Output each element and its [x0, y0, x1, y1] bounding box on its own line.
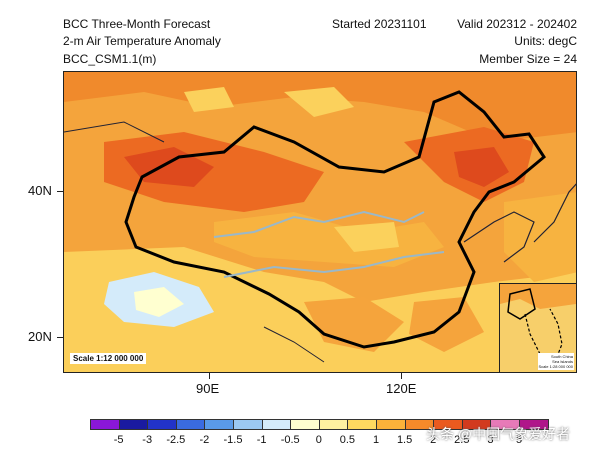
colorbar-segment [376, 419, 406, 430]
colorbar-segment [318, 419, 349, 430]
colorbar-segment [147, 419, 177, 430]
inset-label: South China Sea Islands Scale 1:28 000 0… [537, 353, 574, 370]
start-date: Started 20231101 [332, 17, 427, 31]
anomaly-field-south-warm [304, 297, 404, 352]
colorbar-segment [519, 419, 549, 430]
colorbar-tick-label: -2 [199, 434, 210, 446]
map-scale-label: Scale 1:12 000 000 [70, 353, 147, 364]
colorbar-segment [204, 419, 234, 430]
colorbar-tick-label: 0 [315, 434, 322, 446]
south-china-sea-inset: South China Sea Islands Scale 1:28 000 0… [499, 283, 577, 373]
colorbar-tick-label: 3 [487, 434, 494, 446]
anomaly-field-central-mild [334, 222, 399, 252]
ytick-40n: 40N [28, 183, 52, 198]
colorbar-segment [90, 419, 120, 430]
colorbar-segment [118, 419, 149, 430]
korea-coast [463, 211, 535, 263]
inset-svg [500, 284, 576, 363]
ytick-mark-40n [57, 191, 63, 192]
inset-coast [507, 288, 536, 320]
yellow-river [213, 210, 425, 238]
map-svg [64, 72, 576, 372]
colorbar-segment [233, 419, 263, 430]
colorbar-tick-label: -2.5 [166, 434, 186, 446]
inset-field-north [500, 284, 576, 309]
variable-title: 2-m Air Temperature Anomaly [63, 34, 221, 48]
colorbar-tick-label: -1 [256, 434, 267, 446]
colorbar-segment [261, 419, 292, 430]
colorbar-tick-label: 0.5 [339, 434, 356, 446]
inset-label-line1: South China [550, 354, 573, 359]
country-line-2 [263, 326, 325, 363]
ytick-20n: 20N [28, 329, 52, 344]
member-size: Member Size = 24 [479, 52, 577, 66]
ytick-mark-20n [57, 337, 63, 338]
anomaly-map [63, 71, 577, 373]
anomaly-field-neutral [134, 287, 184, 317]
yangtze-river [223, 251, 445, 278]
xtick-mark-120e [401, 373, 402, 379]
colorbar-tick-label: 5 [515, 434, 523, 446]
inset-nine-dash-line [524, 308, 563, 363]
xtick-90e: 90E [196, 381, 220, 396]
watermark: 头条 @中国气象爱好者 [426, 426, 571, 442]
valid-period: Valid 202312 - 202402 [457, 17, 577, 31]
colorbar-segment [347, 419, 377, 430]
xtick-120e: 120E [386, 381, 417, 396]
colorbar-tick-label: -1.5 [223, 434, 243, 446]
anomaly-field-mild-north2 [184, 87, 234, 112]
forecast-title: BCC Three-Month Forecast [63, 17, 211, 31]
colorbar-tick-label: 1 [372, 434, 380, 446]
model-name: BCC_CSM1.1(m) [63, 52, 157, 66]
colorbar-tick-label: -0.5 [280, 434, 300, 446]
colorbar-tick-label: -3 [142, 434, 153, 446]
inset-label-line3: Scale 1:28 000 000 [538, 364, 573, 369]
anomaly-field-northeast-hot [454, 147, 509, 187]
anomaly-field-north [64, 72, 576, 142]
colorbar-tick-label: 2 [430, 434, 437, 446]
colorbar-segment [175, 419, 206, 430]
anomaly-field-southeast-warm [409, 297, 484, 352]
xtick-mark-90e [209, 373, 210, 379]
inset-label-line2: Sea Islands [552, 359, 573, 364]
country-line-1 [64, 121, 165, 143]
colorbar-tick-label: 1.5 [396, 434, 413, 446]
anomaly-field-mild-north [284, 87, 354, 117]
colorbar-segment [290, 419, 320, 430]
colorbar-tick-label: -5 [113, 434, 124, 446]
japan-coast [533, 183, 576, 243]
colorbar-tick-label: 2.5 [454, 434, 470, 446]
units-label: Units: degC [514, 34, 577, 48]
